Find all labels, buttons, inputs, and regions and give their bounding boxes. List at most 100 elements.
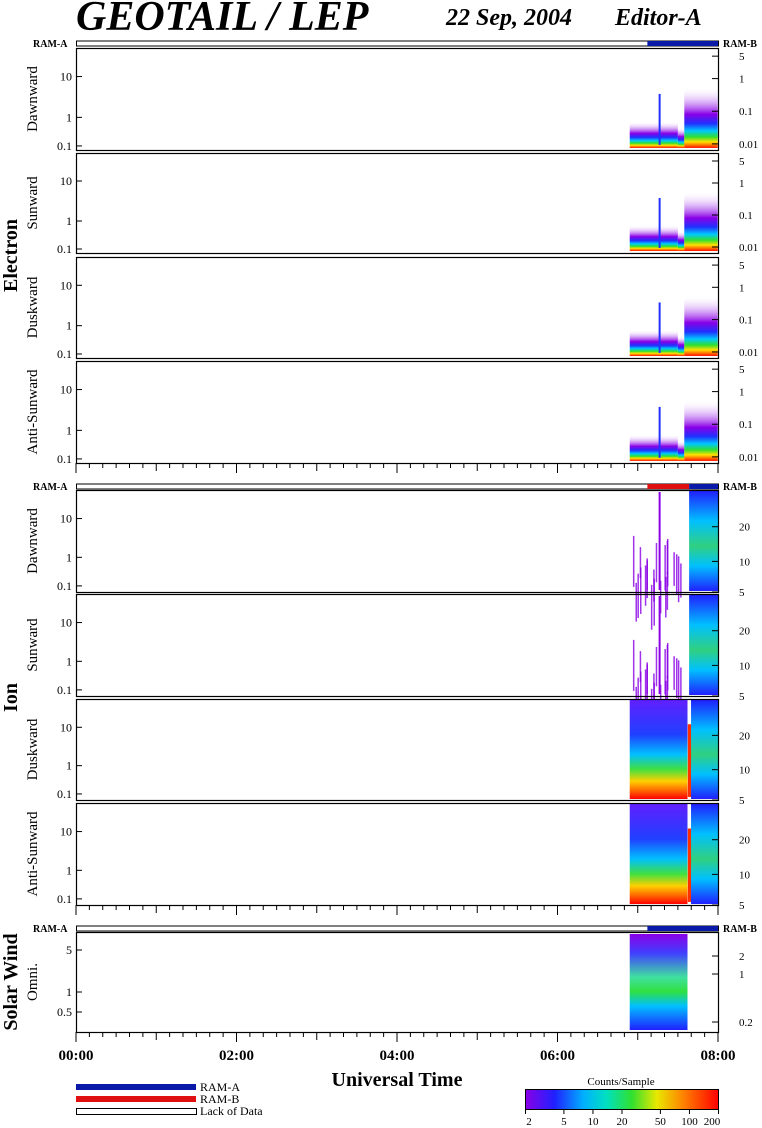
y-tick-label: 1 — [66, 214, 72, 228]
colorbar-title: Counts/Sample — [587, 1076, 654, 1088]
y2-tick-label: 20 — [739, 626, 751, 638]
spectrogram-speckle — [677, 556, 680, 603]
spectrogram-speckle — [666, 538, 669, 587]
panel-anti-sunward: Anti-Sunward 10 1 0.1 20 10 5 — [25, 802, 751, 912]
spectrogram-speckle — [659, 580, 662, 614]
y2-tick-label: 5 — [739, 587, 745, 599]
y2-tick-label: 0.01 — [739, 347, 758, 359]
panel-label: Anti-Sunward — [25, 811, 41, 896]
spectrogram-speckle — [632, 639, 635, 691]
spectrogram-spike — [658, 492, 661, 590]
spectrogram-spike — [658, 302, 661, 353]
panel-label: Sunward — [25, 618, 41, 672]
panel-frame — [75, 256, 720, 360]
spectrogram-band — [677, 335, 685, 356]
mode-bar — [76, 40, 719, 47]
y2-tick-label: 2 — [739, 951, 745, 963]
colorbar: Counts/Sample 2 5 10 20 50 100 200 — [525, 1076, 721, 1128]
legend-swatch-lack — [76, 1108, 197, 1115]
y2-tick-label: 10 — [739, 869, 751, 881]
spectrogram-speckle — [666, 675, 669, 714]
y-tick-label: 0.1 — [57, 892, 72, 906]
spectrogram-speckle — [632, 535, 635, 587]
spectrogram-band — [629, 700, 688, 799]
group-ion: RAM-A RAM-B Ion Dawnward 10 1 0.1 20 10 5 Sunward 1… — [0, 482, 757, 915]
y-tick-label: 1 — [66, 654, 72, 668]
y-tick-label: 0.5 — [57, 1005, 72, 1019]
spectrogram-band — [689, 595, 718, 695]
y2-tick-label: 1 — [739, 282, 745, 294]
panel-frame — [75, 802, 720, 907]
mode-segment — [647, 484, 690, 489]
y2-tick-label: 5 — [739, 900, 745, 912]
x-tick-label: 06:00 — [540, 1048, 575, 1064]
y2-tick-label: 1 — [739, 969, 745, 981]
time-ticks — [75, 1032, 719, 1042]
panel-frame — [75, 698, 720, 802]
spectrogram-speckle — [675, 554, 678, 595]
spectrogram-speckle — [680, 563, 682, 598]
x-axis-label: Universal Time — [332, 1069, 463, 1091]
y2-tick-label: 10 — [739, 556, 751, 568]
spectrogram-band — [629, 121, 678, 148]
y-tick-label: 10 — [60, 70, 72, 84]
spectrogram-spike — [658, 596, 661, 694]
panel-frame — [75, 489, 720, 594]
y2-tick-label: 0.1 — [739, 106, 753, 118]
spectrogram-speckle — [665, 576, 667, 618]
panel-frame — [75, 47, 720, 152]
y2-tick-label: 0.2 — [739, 1017, 753, 1029]
mode-label-left: RAM-A — [33, 39, 68, 50]
time-ticks — [75, 463, 719, 473]
colorbar-ticks: 2 5 10 20 50 100 200 — [525, 1109, 721, 1128]
spectrogram-speckle — [675, 658, 678, 699]
spectrogram-speckle — [644, 669, 647, 710]
y2-tick-label: 5 — [739, 691, 745, 703]
x-tick-label: 02:00 — [219, 1048, 254, 1064]
group-label: Electron — [0, 219, 22, 292]
x-tick-label: 00:00 — [59, 1048, 94, 1064]
spectrogram-spike — [687, 828, 692, 902]
spectrogram-band — [689, 491, 718, 591]
spectrogram-band — [684, 295, 718, 356]
y2-tick-label: 0.01 — [739, 139, 758, 151]
y-tick-label: 1 — [66, 985, 72, 999]
y-tick-label: 0.1 — [57, 452, 72, 466]
spectrogram-band — [677, 440, 685, 461]
y-tick-label: 1 — [66, 423, 72, 437]
y-tick-label: 0.1 — [57, 347, 72, 361]
y-tick-label: 5 — [66, 943, 72, 957]
y2-tick-label: 20 — [739, 730, 751, 742]
panel-omni-: Omni. 5 1 0.5 2 1 0.2 — [25, 931, 753, 1034]
y-tick-label: 0.1 — [57, 579, 72, 593]
colorbar-tick-label: 5 — [561, 1116, 567, 1128]
time-ticks — [75, 905, 719, 915]
y2-tick-label: 0.1 — [739, 315, 753, 327]
y2-tick-label: 0.1 — [739, 419, 753, 431]
y2-tick-label: 5 — [739, 156, 745, 168]
spectrogram-band — [629, 434, 678, 461]
colorbar-tick-label: 2 — [526, 1116, 532, 1128]
spectrogram-spike — [658, 198, 661, 248]
spectrogram-speckle — [680, 667, 682, 702]
y2-tick-label: 0.01 — [739, 452, 758, 464]
spectrogram-band — [629, 934, 688, 1030]
panel-frame — [75, 152, 720, 255]
panel-label: Omni. — [25, 963, 41, 1001]
spectrogram-spike — [658, 93, 661, 145]
y-tick-label: 10 — [60, 383, 72, 397]
y-tick-label: 0.1 — [57, 787, 72, 801]
y2-tick-label: 5 — [739, 51, 745, 63]
spectrogram-speckle — [655, 647, 658, 687]
y2-tick-label: 10 — [739, 765, 751, 777]
y2-tick-label: 1 — [739, 178, 745, 190]
y-tick-label: 1 — [66, 319, 72, 333]
colorbar-tick-label: 100 — [681, 1116, 698, 1128]
y-tick-label: 10 — [60, 512, 72, 526]
legend-label-lack: Lack of Data — [200, 1104, 263, 1118]
mode-segment — [647, 41, 718, 46]
y2-tick-label: 0.1 — [739, 210, 753, 222]
y-tick-label: 10 — [60, 174, 72, 188]
y-tick-label: 10 — [60, 825, 72, 839]
